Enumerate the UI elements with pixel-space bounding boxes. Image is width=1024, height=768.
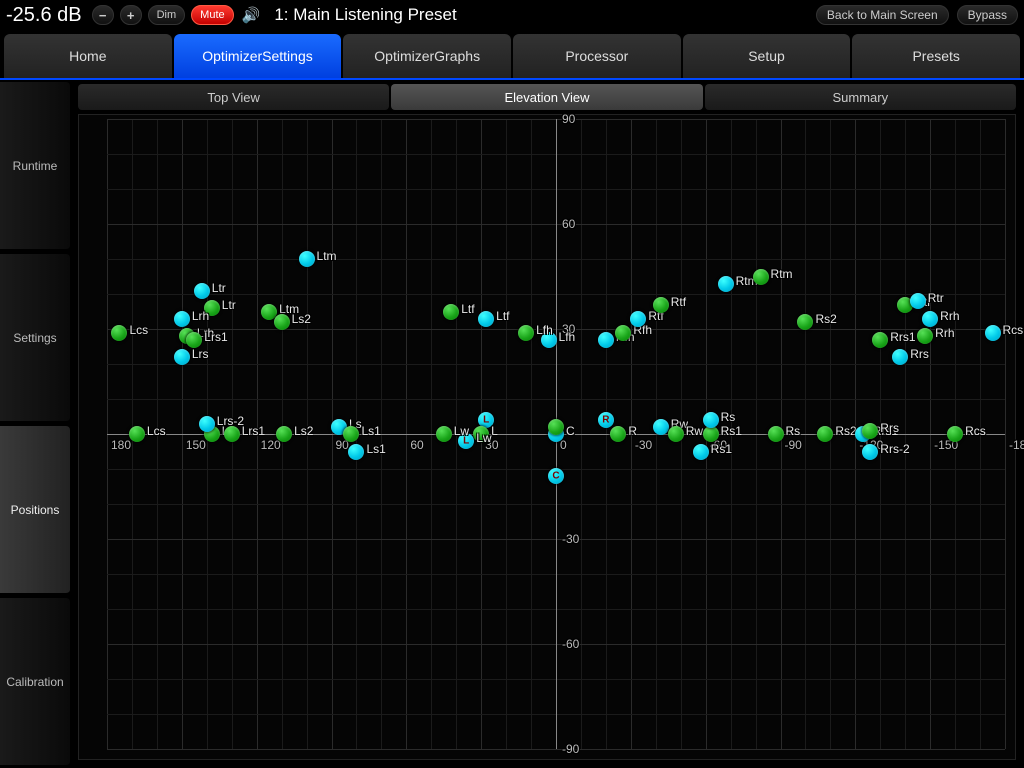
vol-plus-button[interactable]: + <box>120 5 142 25</box>
speaker-marker-L[interactable]: L <box>473 426 489 442</box>
main-tabs: HomeOptimizerSettingsOptimizerGraphsProc… <box>0 30 1024 80</box>
speaker-marker-Ltr[interactable]: Ltr <box>194 283 210 299</box>
speaker-marker-Rrs1[interactable]: Rrs1 <box>872 332 888 348</box>
x-tick: -180 <box>1009 438 1024 452</box>
bypass-button[interactable]: Bypass <box>957 5 1018 25</box>
speaker-marker-R[interactable]: R <box>610 426 626 442</box>
speaker-marker-Rtm[interactable]: Rtm <box>718 276 734 292</box>
speaker-marker-Rtf[interactable]: Rtf <box>653 297 669 313</box>
sidebar-item-calibration[interactable]: Calibration <box>0 598 70 766</box>
speaker-marker-Ls2[interactable]: Ls2 <box>274 314 290 330</box>
speaker-icon: 🔊 <box>242 6 261 24</box>
speaker-marker-Rrh[interactable]: Rrh <box>922 311 938 327</box>
speaker-marker-Rw[interactable]: Rw <box>653 419 669 435</box>
y-tick: -90 <box>562 742 579 756</box>
main-tab-optimizer-settings[interactable]: OptimizerSettings <box>174 34 342 78</box>
y-tick: -60 <box>562 637 579 651</box>
x-tick: 30 <box>485 438 498 452</box>
speaker-marker-Rcs[interactable]: Rcs <box>985 325 1001 341</box>
speaker-marker-Lcs[interactable]: Lcs <box>129 426 145 442</box>
speaker-marker-R[interactable]: R <box>598 412 614 428</box>
main-tab-optimizer-graphs[interactable]: OptimizerGraphs <box>343 34 511 78</box>
speaker-marker-Rrh[interactable]: Rrh <box>917 328 933 344</box>
y-tick: 60 <box>562 217 575 231</box>
sidebar-item-settings[interactable]: Settings <box>0 254 70 422</box>
sub-tabs: Top ViewElevation ViewSummary <box>78 84 1016 110</box>
x-tick: -30 <box>635 438 652 452</box>
speaker-marker-Rfh[interactable]: Rfh <box>615 325 631 341</box>
sub-tab-elevation-view[interactable]: Elevation View <box>391 84 702 110</box>
speaker-marker-Lcs[interactable]: Lcs <box>111 325 127 341</box>
speaker-marker-Rw[interactable]: Rw <box>668 426 684 442</box>
x-tick: 150 <box>186 438 206 452</box>
speaker-marker-Rs2[interactable]: Rs2 <box>797 314 813 330</box>
speaker-marker-Ltf[interactable]: Ltf <box>443 304 459 320</box>
preset-title: 1: Main Listening Preset <box>274 5 810 25</box>
speaker-marker-Rs[interactable]: Rs <box>703 412 719 428</box>
mute-button[interactable]: Mute <box>191 5 233 25</box>
speaker-marker-Lrs-2[interactable]: Lrs-2 <box>199 416 215 432</box>
dim-button[interactable]: Dim <box>148 5 186 25</box>
y-tick: -30 <box>562 532 579 546</box>
vol-minus-button[interactable]: − <box>92 5 114 25</box>
speaker-marker-Rtf[interactable]: Rtf <box>630 311 646 327</box>
back-button[interactable]: Back to Main Screen <box>816 5 949 25</box>
speaker-marker-Ltr[interactable]: Ltr <box>204 300 220 316</box>
speaker-marker-Lrs[interactable]: Lrs <box>174 349 190 365</box>
speaker-marker-Lrs1[interactable]: Lrs1 <box>224 426 240 442</box>
speaker-marker-Rtr[interactable]: Rtr <box>910 293 926 309</box>
sub-tab-top-view[interactable]: Top View <box>78 84 389 110</box>
top-bar: -25.6 dB − + Dim Mute 🔊 1: Main Listenin… <box>0 0 1024 30</box>
speaker-marker-Rcs[interactable]: Rcs <box>947 426 963 442</box>
speaker-marker-Rrs-2[interactable]: Rrs-2 <box>862 444 878 460</box>
speaker-marker-C[interactable]: C <box>548 468 564 484</box>
speaker-marker-Lw[interactable]: LwL <box>458 433 474 449</box>
y-tick: 30 <box>562 322 575 336</box>
sub-tab-summary[interactable]: Summary <box>705 84 1016 110</box>
speaker-marker-Ltm[interactable]: Ltm <box>299 251 315 267</box>
x-tick: -90 <box>785 438 802 452</box>
speaker-marker-Rs2[interactable]: Rs2 <box>817 426 833 442</box>
speaker-marker-pt[interactable] <box>548 419 564 435</box>
x-tick: 120 <box>261 438 281 452</box>
side-nav: RuntimeSettingsPositionsCalibration <box>0 80 70 768</box>
speaker-marker-Rs1[interactable]: Rs1 <box>693 444 709 460</box>
sidebar-item-positions[interactable]: Positions <box>0 426 70 594</box>
main-tab-setup[interactable]: Setup <box>683 34 851 78</box>
speaker-marker-Ltf[interactable]: Ltf <box>478 311 494 327</box>
main-tab-home[interactable]: Home <box>4 34 172 78</box>
y-tick: 90 <box>562 112 575 126</box>
speaker-marker-Rs[interactable]: Rs <box>768 426 784 442</box>
volume-readout: -25.6 dB <box>6 4 82 27</box>
x-tick: 180 <box>111 438 131 452</box>
speaker-marker-Rtm[interactable]: Rtm <box>753 269 769 285</box>
sidebar-item-runtime[interactable]: Runtime <box>0 82 70 250</box>
x-tick: 60 <box>410 438 423 452</box>
elevation-chart: -180-150-120-90-60-300306090120150180-90… <box>78 114 1016 760</box>
speaker-marker-Ls1[interactable]: Ls1 <box>343 426 359 442</box>
main-tab-presets[interactable]: Presets <box>852 34 1020 78</box>
speaker-marker-Lfh[interactable]: Lfh <box>518 325 534 341</box>
main-tab-processor[interactable]: Processor <box>513 34 681 78</box>
speaker-marker-Ls2[interactable]: Ls2 <box>276 426 292 442</box>
speaker-marker-Rfh[interactable]: Rfh <box>598 332 614 348</box>
speaker-marker-Ls1[interactable]: Ls1 <box>348 444 364 460</box>
speaker-marker-Lrs1[interactable]: Lrs1 <box>186 332 202 348</box>
speaker-marker-Lfh[interactable]: Lfh <box>541 332 557 348</box>
speaker-marker-Lw[interactable]: Lw <box>436 426 452 442</box>
speaker-marker-Rrs[interactable]: Rrs <box>862 423 878 439</box>
speaker-marker-Rrs[interactable]: Rrs <box>892 349 908 365</box>
speaker-marker-Lrh[interactable]: Lrh <box>174 311 190 327</box>
speaker-marker-Rs1[interactable]: Rs1 <box>703 426 719 442</box>
